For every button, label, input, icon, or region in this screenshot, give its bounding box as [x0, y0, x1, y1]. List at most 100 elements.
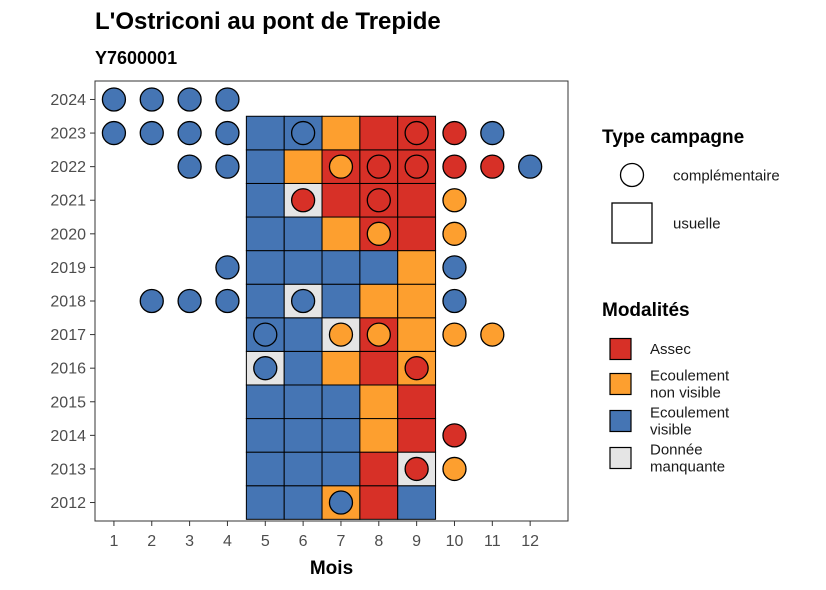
point-2022-3 [177, 154, 202, 179]
point-2024-1 [101, 87, 127, 112]
point-2019-10 [442, 255, 467, 280]
point-2017-11 [480, 322, 505, 347]
tile-2014-8 [359, 418, 399, 453]
x-tick-label-8: 8 [374, 533, 383, 550]
point-2023-11 [480, 120, 505, 146]
tile-2023-7 [321, 115, 361, 151]
tile-2022-5 [245, 149, 285, 184]
legend-type-title: Type campagne [602, 127, 744, 148]
point-2023-9 [404, 120, 429, 146]
x-tick-label-2: 2 [147, 533, 156, 550]
tile-2020-5 [245, 216, 285, 252]
x-tick-label-7: 7 [337, 533, 346, 550]
y-tick-label-2018: 2018 [50, 294, 86, 311]
point-2022-12 [518, 154, 543, 179]
point-2018-6 [290, 288, 316, 314]
x-tick-label-5: 5 [261, 533, 270, 550]
point-2014-10 [442, 423, 467, 448]
x-tick-label-12: 12 [521, 533, 539, 550]
point-2022-10 [442, 154, 467, 179]
tile-2014-6 [283, 418, 323, 453]
tile-2019-9 [397, 250, 437, 285]
point-2019-4 [215, 255, 240, 280]
legend-swatch-A [609, 337, 632, 361]
tile-2019-7 [321, 250, 361, 285]
y-tick-label-2019: 2019 [50, 260, 86, 277]
tile-2019-8 [359, 250, 399, 285]
point-2022-7 [328, 154, 354, 179]
tile-2020-9 [397, 216, 437, 252]
point-2023-3 [177, 120, 202, 146]
tile-2019-6 [283, 250, 323, 285]
tile-2016-8 [359, 350, 399, 386]
legend-type-label-circle: complémentaire [673, 168, 780, 185]
point-2018-10 [442, 288, 467, 314]
point-2017-10 [442, 322, 467, 347]
y-tick-label-2021: 2021 [50, 193, 86, 210]
point-2024-4 [215, 87, 240, 112]
y-axis: 2012 2013 2014 2015 2016 2017 2018 2019 2020 2021… [50, 92, 95, 512]
tile-2021-5 [245, 182, 285, 218]
x-tick-label-3: 3 [185, 533, 194, 550]
legend-modalite-label-A: Assec [650, 341, 691, 358]
point-2018-4 [215, 288, 240, 314]
tile-2023-8 [359, 115, 399, 151]
point-2013-9 [404, 456, 429, 482]
x-tick-label-1: 1 [109, 533, 118, 550]
point-2017-5 [253, 322, 278, 347]
point-2012-7 [328, 490, 354, 515]
tile-2013-8 [359, 451, 399, 487]
point-2023-10 [442, 120, 467, 146]
y-tick-label-2013: 2013 [50, 461, 86, 478]
legend-circle-symbol [619, 162, 645, 188]
point-2024-2 [139, 87, 164, 112]
tile-2015-6 [283, 384, 323, 420]
tile-2014-9 [397, 418, 437, 453]
legend-modalite-label-N: Ecoulement non visible [650, 368, 730, 402]
tile-2013-7 [321, 451, 361, 487]
point-2023-6 [290, 120, 316, 146]
point-2022-11 [480, 154, 505, 179]
y-tick-label-2012: 2012 [50, 495, 86, 512]
tile-2012-5 [245, 485, 285, 520]
tile-2016-6 [283, 350, 323, 386]
tile-2016-7 [321, 350, 361, 386]
legend-modalite-label-M: Donnée manquante [650, 442, 725, 476]
tile-2022-6 [283, 149, 323, 184]
point-2022-9 [404, 154, 429, 179]
tile-2012-6 [283, 485, 323, 520]
tile-2020-7 [321, 216, 361, 252]
complementaire-points [101, 87, 543, 515]
tile-2017-6 [283, 317, 323, 352]
y-tick-label-2014: 2014 [50, 428, 86, 445]
point-2023-1 [101, 120, 127, 146]
point-2021-10 [442, 188, 467, 213]
y-tick-label-2020: 2020 [50, 226, 86, 243]
tile-2020-6 [283, 216, 323, 252]
point-2023-2 [139, 120, 164, 146]
tile-2013-6 [283, 451, 323, 487]
legend-type-label-square: usuelle [673, 216, 721, 233]
y-tick-label-2016: 2016 [50, 361, 86, 378]
tile-2015-8 [359, 384, 399, 420]
chart-title: L'Ostriconi au pont de Trepide [95, 8, 441, 35]
tile-2018-5 [245, 283, 285, 319]
x-tick-label-6: 6 [299, 533, 308, 550]
point-2013-10 [442, 456, 467, 482]
y-tick-label-2017: 2017 [50, 327, 86, 344]
tile-2015-5 [245, 384, 285, 420]
tile-2018-9 [397, 283, 437, 319]
point-2018-2 [139, 288, 164, 314]
x-tick-label-10: 10 [446, 533, 464, 550]
point-2016-9 [404, 356, 429, 381]
tile-2021-9 [397, 182, 437, 218]
point-2022-8 [366, 154, 391, 179]
point-2016-5 [253, 356, 278, 381]
tile-2021-7 [321, 182, 361, 218]
point-2017-8 [366, 322, 391, 347]
point-2017-7 [328, 322, 354, 347]
tile-2014-5 [245, 418, 285, 453]
point-2020-8 [366, 221, 391, 246]
point-2022-4 [215, 154, 240, 179]
